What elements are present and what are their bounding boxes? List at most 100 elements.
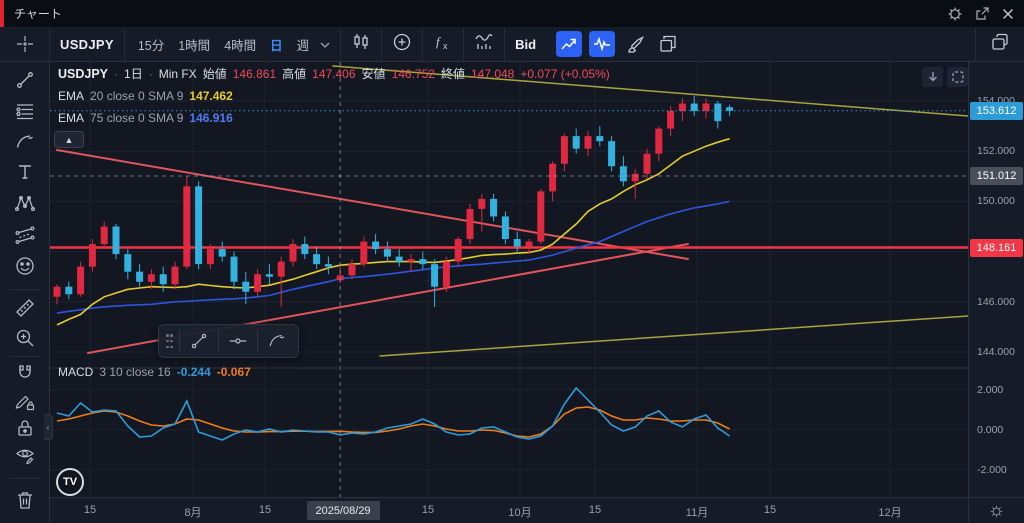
settings-icon[interactable]	[948, 7, 962, 21]
parallel-channel-tool[interactable]	[8, 220, 42, 250]
close-icon[interactable]	[1002, 8, 1014, 20]
chart-type-button[interactable]	[341, 27, 383, 61]
sidebar-divider	[10, 356, 40, 357]
drawing-toolbar: ‹	[0, 62, 53, 523]
candle	[572, 136, 580, 149]
price-chart[interactable]	[50, 62, 968, 497]
brush-draw-tool[interactable]	[8, 127, 42, 157]
oscillator-chart-button[interactable]	[589, 31, 616, 57]
float-trend-line-tool[interactable]	[182, 328, 216, 354]
trend-line-tool[interactable]	[8, 65, 42, 95]
time-axis-label[interactable]: 11月	[685, 507, 709, 519]
candle	[667, 111, 675, 129]
candle	[525, 241, 533, 247]
time-axis-label[interactable]: 15	[588, 504, 602, 516]
trend-chart-button[interactable]	[556, 31, 583, 57]
magnet-tool[interactable]	[8, 358, 42, 388]
maximize-pane-button[interactable]	[947, 67, 968, 87]
lock-all-drawings-tool[interactable]	[8, 413, 42, 443]
sidebar-collapse-handle[interactable]: ‹	[44, 414, 53, 440]
timeframe-1d[interactable]: 日	[270, 38, 283, 53]
scroll-to-recent-button[interactable]	[922, 67, 943, 87]
timeframe-4h[interactable]: 4時間	[224, 38, 257, 53]
macd-axis-label: 2.000	[977, 384, 1004, 396]
candle	[218, 249, 226, 257]
remove-drawings-tool[interactable]	[8, 485, 42, 515]
open-value: 146.861	[232, 66, 277, 81]
timeframe-1h[interactable]: 1時間	[178, 38, 211, 53]
ema20-legend[interactable]: EMA 20 close 0 SMA 9 147.462	[58, 89, 233, 103]
emoji-tool[interactable]	[8, 251, 42, 281]
symbol-legend: USDJPY · 1日 · Min FX 始値 146.861 高値 147.4…	[58, 65, 610, 82]
crosshair-tool-button[interactable]	[0, 27, 50, 61]
price-axis-label: 152.000	[977, 145, 1015, 158]
macd-axis-label: -2.000	[977, 464, 1007, 476]
chevron-down-icon[interactable]	[320, 35, 330, 53]
candle	[230, 256, 238, 282]
candle	[537, 191, 545, 242]
drawing-mode-lock-tool[interactable]	[8, 386, 42, 416]
ruler-tool[interactable]	[8, 293, 42, 323]
symbol-button[interactable]: USDJPY	[50, 27, 125, 61]
price-axis-label: 144.000	[977, 346, 1015, 358]
candle	[678, 103, 686, 112]
text-tool[interactable]	[8, 157, 42, 187]
quick-chart-group	[546, 27, 691, 61]
crosshair-price-badge: 151.012	[970, 166, 1023, 185]
legend-collapse-button[interactable]: ▲	[54, 131, 84, 148]
hide-drawings-tool[interactable]	[8, 440, 42, 470]
time-axis[interactable]: 15 8月 15 15 10月 15 11月 15 12月 2025/08/29	[50, 497, 1024, 523]
time-axis-label[interactable]: 15	[763, 504, 777, 516]
time-axis-label[interactable]: 15	[258, 504, 272, 516]
chart-pattern-button[interactable]	[464, 27, 506, 61]
zoom-in-tool[interactable]	[8, 323, 42, 353]
candle	[77, 266, 85, 295]
ema20-params: 20 close 0 SMA 9	[90, 89, 184, 103]
float-brush-tool[interactable]	[260, 328, 294, 354]
window-title: チャート	[14, 7, 62, 21]
multi-window-icon	[989, 31, 1011, 58]
drag-handle-icon[interactable]	[163, 331, 177, 351]
bid-button[interactable]: Bid	[505, 27, 546, 61]
candle	[419, 259, 427, 265]
macd-value: -0.244	[176, 365, 211, 379]
candle	[619, 166, 627, 182]
candle	[147, 274, 155, 282]
multi-window-button[interactable]	[975, 27, 1024, 61]
macd-signal-value: -0.067	[216, 365, 251, 379]
candle	[466, 208, 474, 240]
legend-separator: ·	[148, 66, 153, 81]
brush-tool-button[interactable]	[622, 31, 648, 57]
candlestick-icon	[351, 32, 371, 57]
time-axis-settings-button[interactable]	[968, 498, 1024, 523]
float-horizontal-line-tool[interactable]	[221, 328, 255, 354]
ema75-legend[interactable]: EMA 75 close 0 SMA 9 146.916	[58, 111, 233, 125]
open-label: 始値	[202, 67, 227, 81]
macd-params: 3 10 close 16	[99, 365, 171, 379]
candle	[395, 256, 403, 262]
chart-area[interactable]: USDJPY · 1日 · Min FX 始値 146.861 高値 147.4…	[50, 62, 1024, 523]
candle	[65, 286, 73, 295]
timeframe-15m[interactable]: 15分	[137, 38, 165, 53]
legend-symbol[interactable]: USDJPY	[58, 66, 109, 81]
xabcd-pattern-tool[interactable]	[8, 188, 42, 218]
compare-add-button[interactable]	[382, 27, 424, 61]
timeframe-1w[interactable]: 週	[296, 38, 310, 53]
ema20-value: 147.462	[189, 89, 233, 103]
fib-retracement-tool[interactable]	[8, 97, 42, 127]
tradingview-logo[interactable]: TV	[56, 468, 84, 496]
time-axis-label[interactable]: 15	[421, 504, 435, 516]
candle	[431, 264, 439, 287]
candle	[88, 244, 96, 267]
time-axis-label[interactable]: 15	[83, 504, 97, 516]
candle	[372, 241, 380, 250]
time-axis-label[interactable]: 8月	[184, 507, 202, 519]
open-new-window-icon[interactable]	[975, 6, 989, 21]
price-axis[interactable]: 154.000152.000150.000146.000144.0002.000…	[968, 62, 1024, 497]
floating-drawing-toolbar[interactable]	[158, 324, 299, 358]
macd-legend[interactable]: MACD 3 10 close 16 -0.244 -0.067	[58, 365, 251, 379]
copy-layout-icon[interactable]	[655, 31, 681, 57]
time-axis-label[interactable]: 10月	[508, 507, 532, 519]
time-axis-label[interactable]: 12月	[878, 507, 902, 519]
